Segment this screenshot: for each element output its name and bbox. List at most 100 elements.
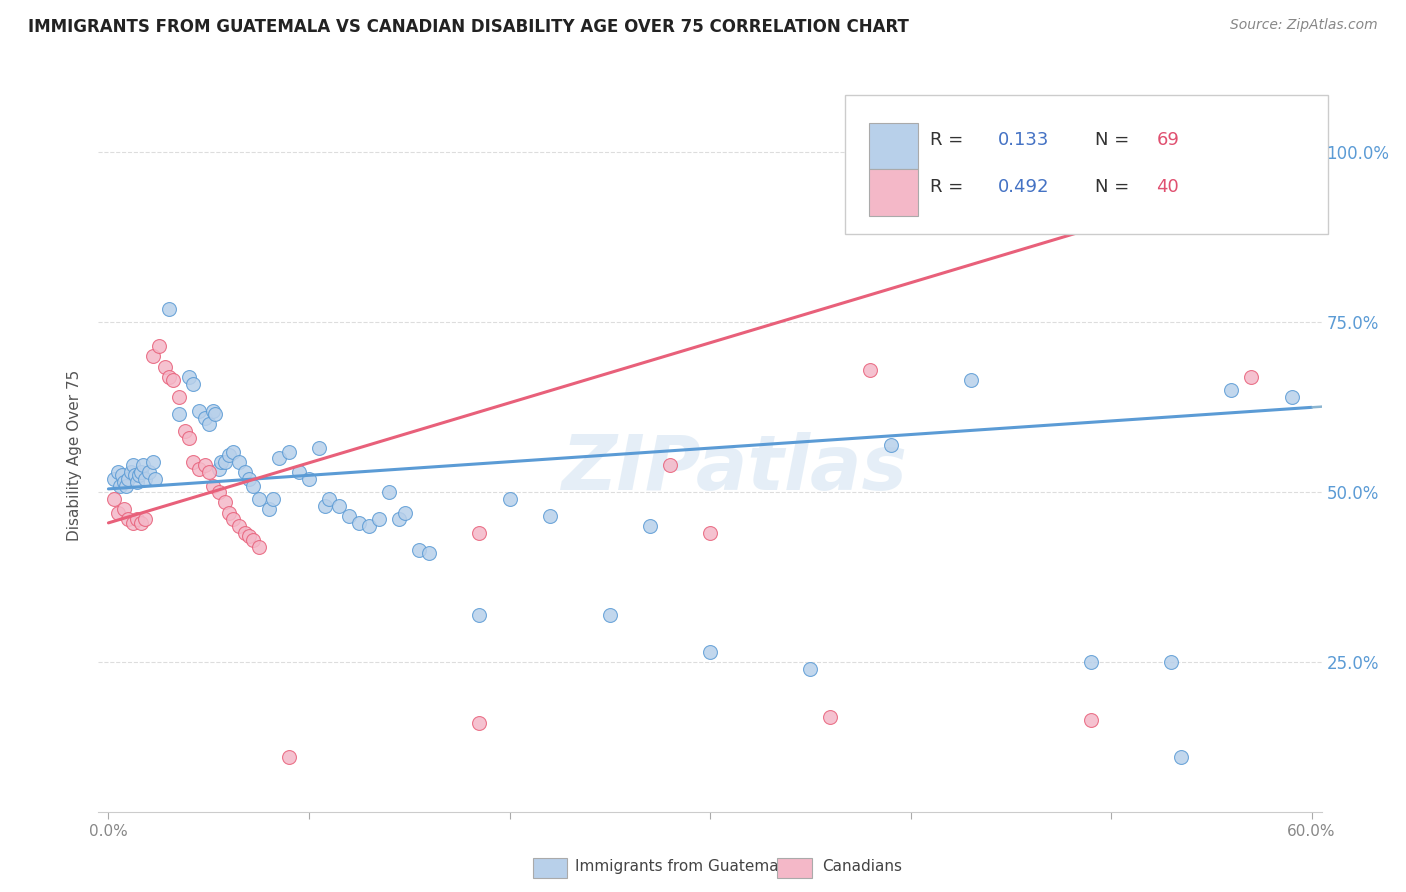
- Point: [233, 526, 256, 541]
- Point: [134, 512, 156, 526]
- Point: [194, 410, 217, 425]
- Point: [222, 512, 245, 526]
- Point: [107, 506, 129, 520]
- Point: [121, 516, 143, 530]
- Point: [247, 492, 270, 507]
- Point: [208, 485, 231, 500]
- Point: [1080, 655, 1102, 669]
- Text: 0.492: 0.492: [997, 178, 1049, 196]
- Text: 69: 69: [1157, 130, 1180, 148]
- Point: [267, 451, 290, 466]
- Point: [699, 526, 721, 541]
- Point: [121, 458, 143, 472]
- Point: [233, 465, 256, 479]
- Point: [117, 512, 139, 526]
- Point: [638, 519, 661, 533]
- Point: [1170, 750, 1192, 764]
- Point: [148, 339, 170, 353]
- Point: [418, 546, 440, 560]
- Point: [1240, 369, 1263, 384]
- Point: [103, 472, 125, 486]
- Point: [125, 512, 148, 526]
- Point: [359, 519, 381, 533]
- Text: R =: R =: [931, 130, 969, 148]
- FancyBboxPatch shape: [533, 858, 567, 878]
- Point: [468, 716, 491, 731]
- Point: [181, 376, 204, 391]
- Point: [142, 455, 165, 469]
- Text: Source: ZipAtlas.com: Source: ZipAtlas.com: [1230, 18, 1378, 32]
- Point: [498, 492, 520, 507]
- Point: [167, 390, 190, 404]
- Point: [1220, 384, 1243, 398]
- Point: [142, 350, 165, 364]
- Point: [318, 492, 340, 507]
- Point: [879, 438, 901, 452]
- Point: [337, 509, 360, 524]
- Point: [208, 461, 231, 475]
- Point: [201, 403, 224, 417]
- Point: [378, 485, 401, 500]
- Point: [1281, 153, 1303, 167]
- Text: Canadians: Canadians: [823, 859, 903, 874]
- Point: [110, 478, 132, 492]
- Point: [115, 478, 138, 492]
- Point: [125, 475, 148, 489]
- Point: [120, 465, 142, 479]
- Text: R =: R =: [931, 178, 969, 196]
- Point: [1080, 713, 1102, 727]
- Point: [214, 455, 236, 469]
- FancyBboxPatch shape: [869, 169, 918, 216]
- Point: [314, 499, 336, 513]
- Point: [129, 465, 152, 479]
- Point: [242, 533, 264, 547]
- Point: [128, 468, 150, 483]
- Point: [209, 455, 232, 469]
- Point: [328, 499, 350, 513]
- Text: 0.133: 0.133: [997, 130, 1049, 148]
- Point: [143, 472, 166, 486]
- Point: [257, 502, 280, 516]
- Point: [347, 516, 370, 530]
- Point: [181, 455, 204, 469]
- Point: [388, 512, 411, 526]
- Point: [599, 607, 621, 622]
- Point: [277, 444, 299, 458]
- Point: [242, 478, 264, 492]
- FancyBboxPatch shape: [845, 95, 1327, 234]
- Point: [468, 607, 491, 622]
- Point: [204, 407, 226, 421]
- Point: [238, 472, 260, 486]
- Point: [658, 458, 681, 472]
- Text: N =: N =: [1095, 130, 1135, 148]
- Point: [277, 750, 299, 764]
- FancyBboxPatch shape: [778, 858, 811, 878]
- Text: ZIPatlas: ZIPatlas: [561, 433, 907, 506]
- Point: [368, 512, 391, 526]
- Point: [187, 403, 209, 417]
- Point: [157, 301, 180, 316]
- Point: [1160, 655, 1182, 669]
- Point: [197, 465, 219, 479]
- Point: [228, 455, 250, 469]
- Point: [699, 645, 721, 659]
- Point: [859, 363, 882, 377]
- Point: [111, 468, 134, 483]
- Point: [129, 516, 152, 530]
- Point: [1270, 145, 1292, 160]
- Point: [288, 465, 311, 479]
- Point: [187, 461, 209, 475]
- Text: N =: N =: [1095, 178, 1135, 196]
- Point: [214, 495, 236, 509]
- Point: [114, 502, 136, 516]
- Point: [114, 475, 136, 489]
- Point: [298, 472, 321, 486]
- Point: [308, 441, 330, 455]
- Point: [194, 458, 217, 472]
- Point: [394, 506, 416, 520]
- Point: [538, 509, 561, 524]
- Point: [107, 465, 129, 479]
- Point: [218, 448, 240, 462]
- Point: [124, 468, 146, 483]
- FancyBboxPatch shape: [869, 123, 918, 169]
